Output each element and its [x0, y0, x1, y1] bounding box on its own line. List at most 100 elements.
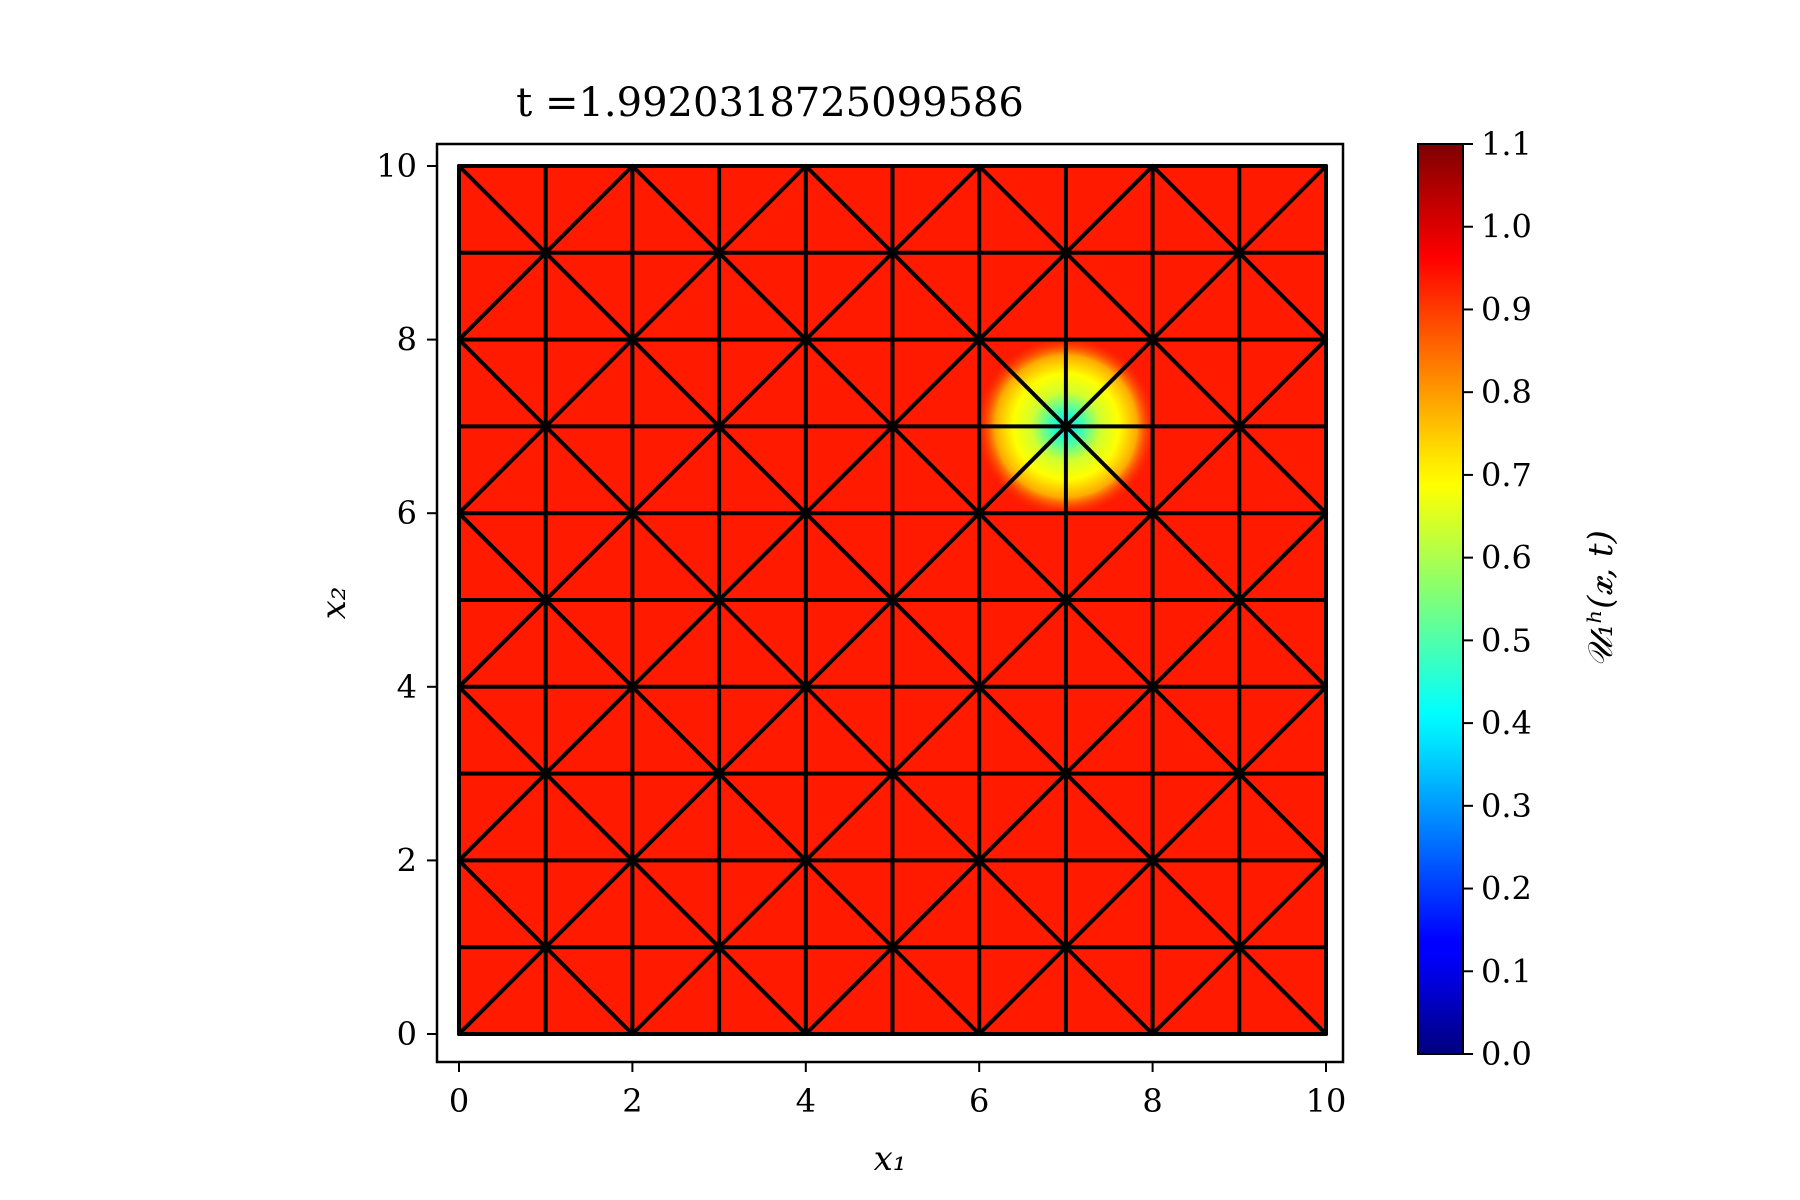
mesh-diagonal [457, 424, 548, 516]
mesh-diagonal [543, 250, 635, 342]
x-tick-label: 4 [796, 1082, 816, 1120]
mesh-diagonal [890, 511, 982, 602]
y-tick-label: 8 [397, 321, 417, 359]
mesh-diagonal [1063, 337, 1155, 429]
colorbar-tick-label: 0.1 [1481, 952, 1532, 990]
x-axis-label: x₁ [874, 1139, 907, 1179]
mesh-diagonal [890, 684, 982, 776]
mesh-diagonal [717, 424, 808, 516]
mesh-diagonal [890, 337, 982, 429]
mesh-diagonal [457, 164, 548, 255]
mesh-diagonal [1150, 424, 1242, 516]
x-tick-label: 10 [1306, 1082, 1347, 1120]
mesh-diagonal [890, 164, 982, 255]
colorbar-tick-label: 0.7 [1481, 456, 1532, 494]
mesh-diagonal [1063, 250, 1155, 342]
colorbar-tick-label: 0.3 [1481, 787, 1532, 825]
colorbar: 0.0 0.1 0.2 0.3 0.4 0.5 0.6 0.7 0.8 0.9 1.0 1.1 𝒰₁ʰ… [1417, 125, 1621, 1073]
mesh-diagonal [1150, 945, 1242, 1036]
mesh-diagonal [803, 164, 895, 255]
mesh-diagonal [457, 945, 548, 1036]
mesh-diagonal [630, 424, 722, 516]
mesh-diagonal [543, 424, 635, 516]
mesh-diagonal [1063, 164, 1155, 255]
mesh-diagonal [803, 858, 895, 950]
mesh-diagonal [1150, 511, 1242, 602]
colorbar-tick-label: 0.6 [1481, 539, 1532, 577]
mesh-diagonal [803, 337, 895, 429]
mesh-diagonal [1150, 684, 1242, 776]
mesh-diagonal [890, 771, 982, 863]
y-tick-label: 6 [397, 494, 417, 532]
mesh-diagonal [977, 858, 1068, 950]
mesh-diagonal [1237, 164, 1328, 255]
colorbar-gradient [1417, 143, 1464, 1055]
mesh-diagonal [1237, 511, 1328, 602]
colorbar-ticks: 0.0 0.1 0.2 0.3 0.4 0.5 0.6 0.7 0.8 0.9 1.0 1.1 [1463, 125, 1532, 1073]
mesh-diagonal [630, 771, 722, 863]
mesh-diagonal [717, 337, 808, 429]
mesh-diagonal [717, 684, 808, 776]
mesh-diagonal [543, 858, 635, 950]
mesh-diagonal [1150, 858, 1242, 950]
mesh-diagonal [543, 164, 635, 255]
colorbar-tick-label: 0.4 [1481, 704, 1532, 742]
mesh-diagonal [717, 250, 808, 342]
mesh-diagonal [1063, 511, 1155, 602]
mesh-diagonal [543, 337, 635, 429]
mesh-diagonal [803, 250, 895, 342]
mesh-diagonal [1237, 945, 1328, 1036]
mesh-diagonal [630, 945, 722, 1036]
mesh-diagonal [977, 684, 1068, 776]
mesh-diagonal [1063, 684, 1155, 776]
mesh-diagonal [457, 598, 548, 689]
mesh-diagonal [717, 164, 808, 255]
mesh-diagonal [630, 598, 722, 689]
colorbar-tick-label: 0.5 [1481, 621, 1532, 659]
mesh-diagonal [803, 424, 895, 516]
colorbar-tick-label: 0.0 [1481, 1035, 1532, 1073]
mesh-diagonal [543, 945, 635, 1036]
mesh-diagonal [803, 945, 895, 1036]
mesh-diagonal [717, 771, 808, 863]
mesh-diagonal [1237, 858, 1328, 950]
mesh-diagonal [1150, 337, 1242, 429]
mesh-diagonal [630, 858, 722, 950]
colorbar-tick-label: 0.2 [1481, 870, 1532, 908]
mesh-diagonal [630, 337, 722, 429]
mesh-diagonal [977, 511, 1068, 602]
mesh-diagonal [977, 337, 1068, 429]
mesh-diagonal [630, 164, 722, 255]
colorbar-tick-label: 0.8 [1481, 373, 1532, 411]
mesh-diagonal [457, 250, 548, 342]
y-tick-label: 0 [397, 1015, 417, 1053]
y-axis-label: x₂ [314, 587, 354, 620]
mesh-diagonal [803, 771, 895, 863]
mesh-diagonal [543, 598, 635, 689]
x-tick-label: 0 [449, 1082, 469, 1120]
mesh-diagonal [1150, 164, 1242, 255]
mesh-diagonal [1063, 424, 1155, 516]
mesh-diagonal [977, 598, 1068, 689]
x-tick-label: 8 [1142, 1082, 1162, 1120]
mesh-diagonal [977, 250, 1068, 342]
mesh-diagonal [890, 945, 982, 1036]
mesh-diagonal [890, 858, 982, 950]
mesh-diagonal [457, 858, 548, 950]
mesh-diagonal [630, 250, 722, 342]
mesh-diagonal [1237, 771, 1328, 863]
mesh-diagonal [1063, 598, 1155, 689]
mesh-diagonal [717, 598, 808, 689]
mesh-diagonal [1150, 771, 1242, 863]
mesh-diagonal [630, 511, 722, 602]
mesh-diagonal [803, 511, 895, 602]
x-ticks: 0 2 4 6 8 10 [449, 1062, 1347, 1120]
mesh-diagonal [457, 684, 548, 776]
mesh-diagonal [977, 771, 1068, 863]
mesh-diagonal [1063, 771, 1155, 863]
mesh-diagonal [890, 598, 982, 689]
mesh-diagonal [977, 945, 1068, 1036]
chart-title: t =1.9920318725099586 [516, 80, 1024, 126]
mesh-diagonal [977, 424, 1068, 516]
x-tick-label: 6 [969, 1082, 989, 1120]
